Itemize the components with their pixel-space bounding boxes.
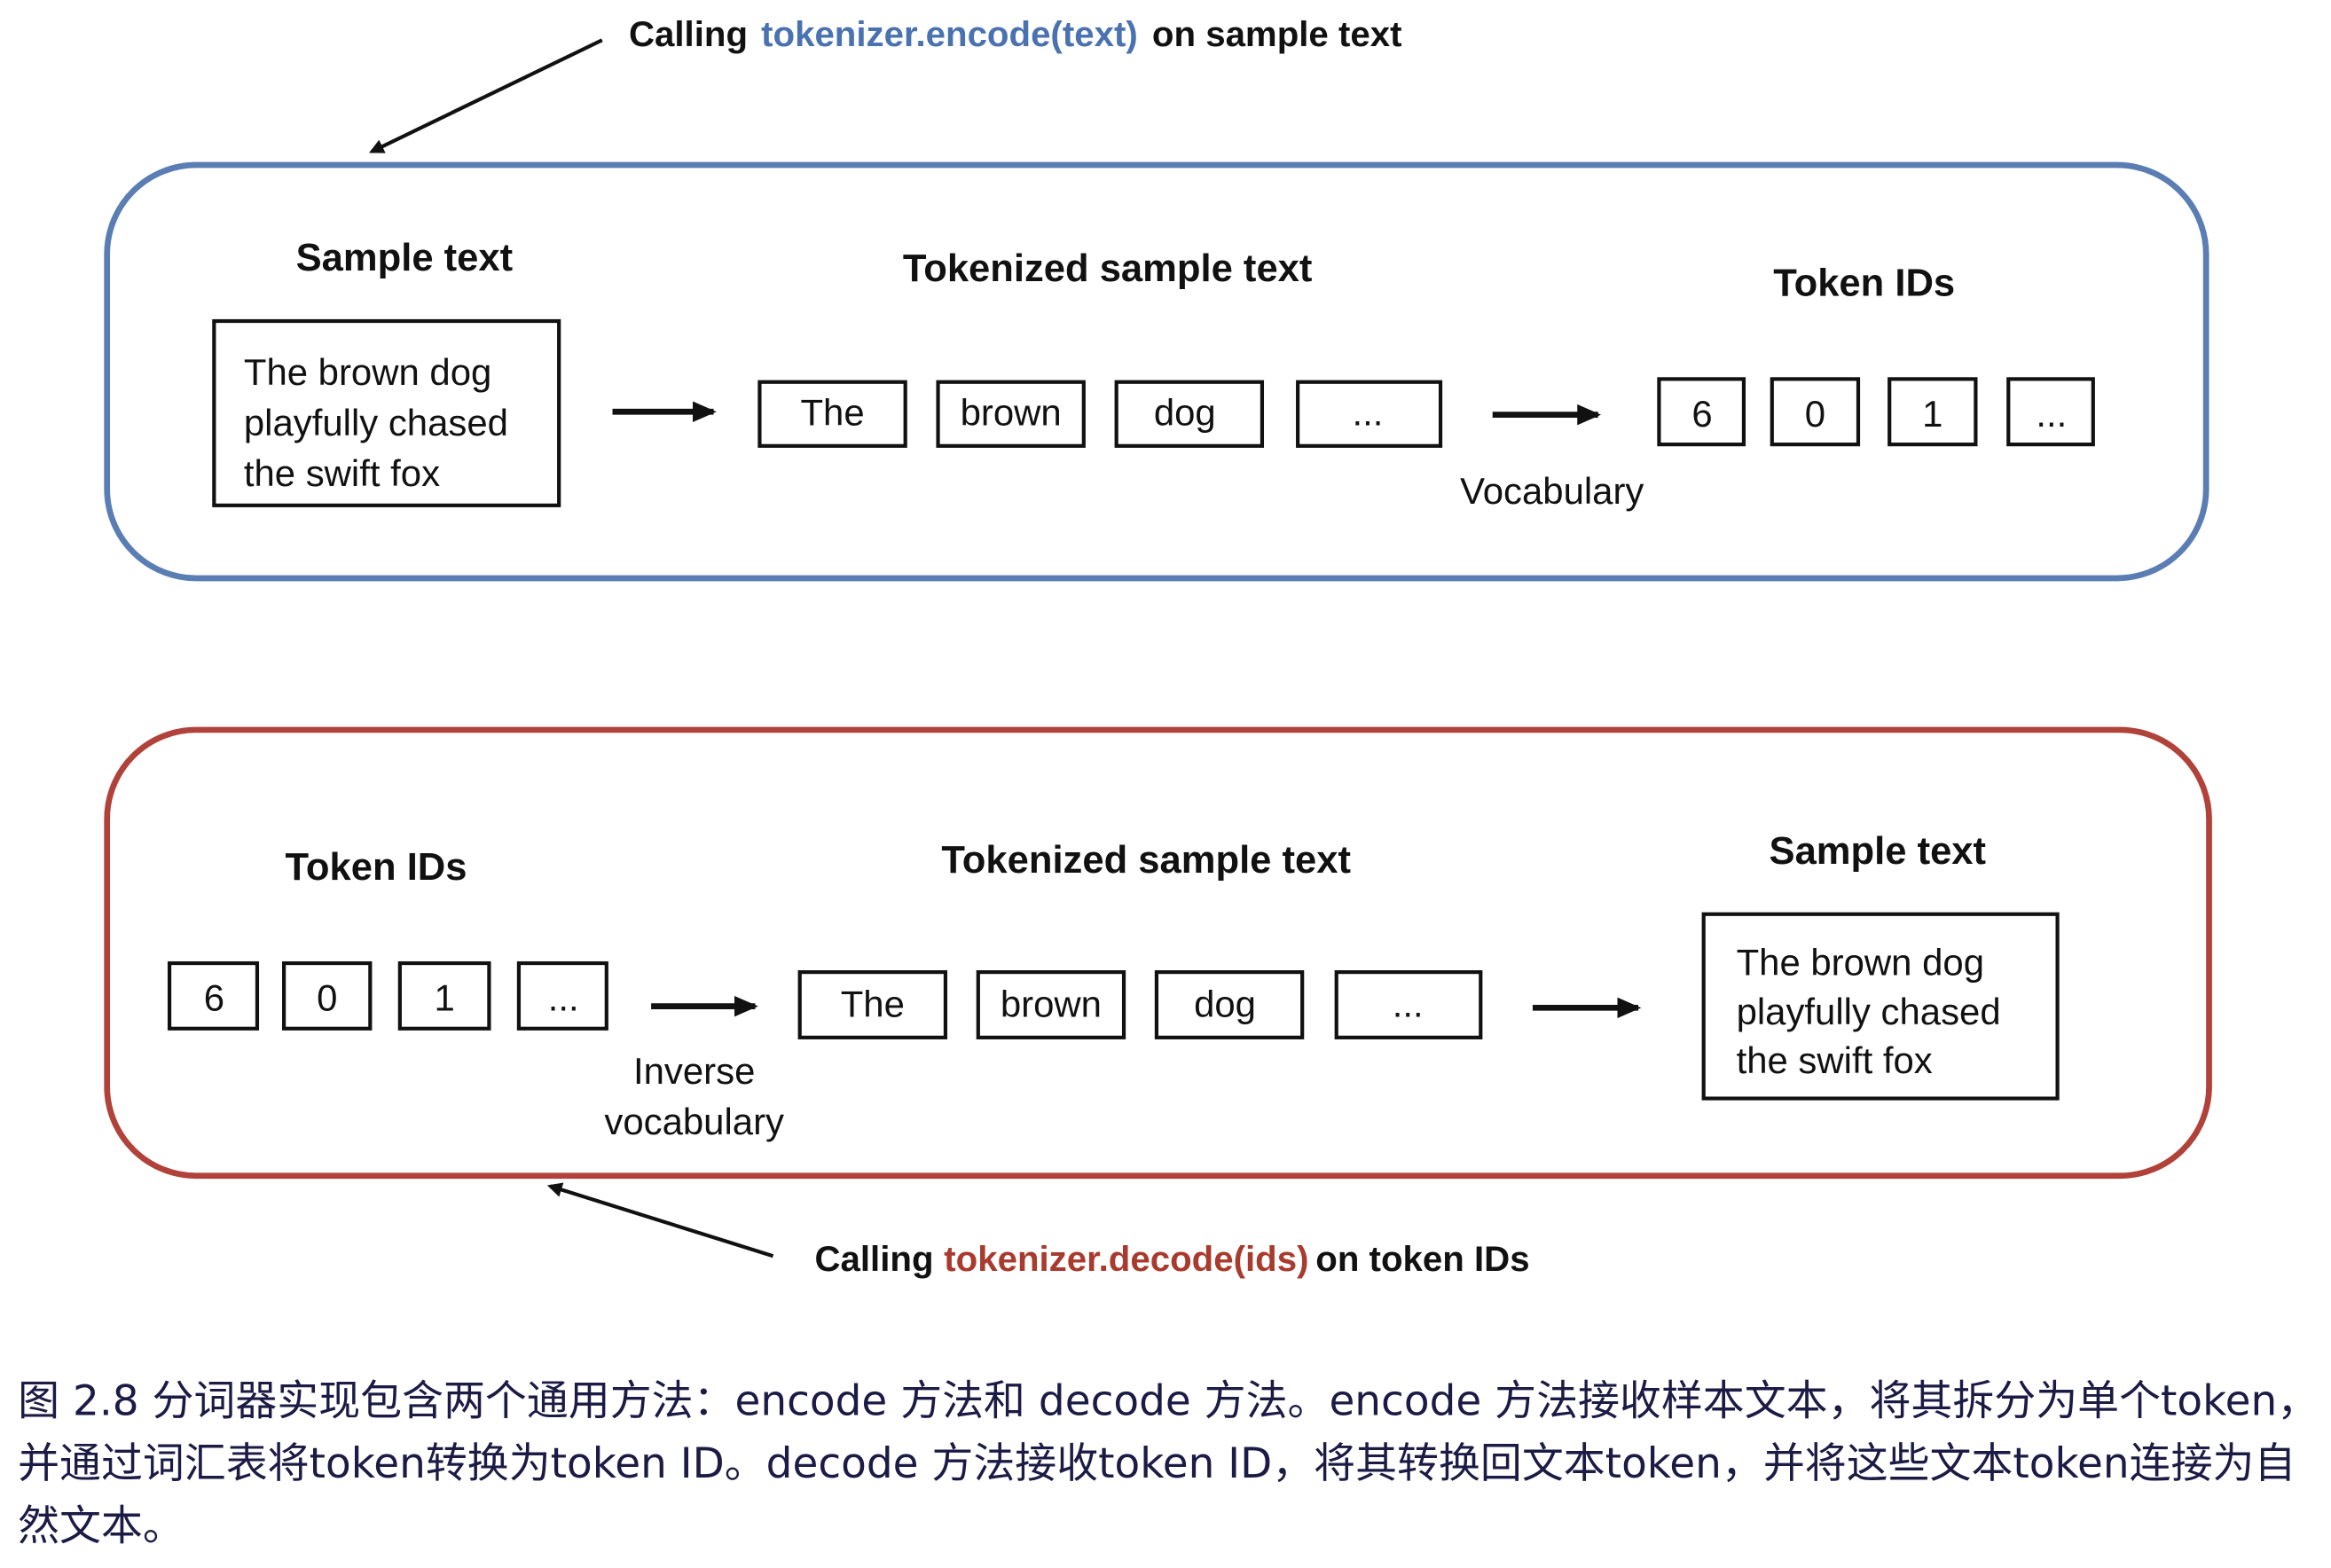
token-text: dog: [1154, 391, 1216, 433]
token-box: [797, 970, 948, 1039]
decode-section: Token IDs 6 0 1 ... Inverse vocabulary T…: [104, 726, 2212, 1279]
id-text: 1: [434, 977, 454, 1019]
token-box: [1296, 380, 1443, 448]
token-text: brown: [1001, 983, 1102, 1024]
id-text: 0: [1805, 393, 1825, 435]
id-box: [1657, 377, 1746, 447]
decode-sample-box: [1701, 912, 2060, 1101]
token-box: [1154, 970, 1305, 1039]
encode-ids: 6 0 1 ...: [1657, 377, 2095, 447]
decode-arrow-label: Inverse: [633, 1050, 755, 1092]
id-box: [1770, 377, 1861, 447]
token-text: The: [800, 391, 864, 433]
decode-ids: 6 0 1 ...: [167, 960, 608, 1031]
decode-ids-label: Token IDs: [286, 846, 467, 889]
decode-call-suffix: on token IDs: [1315, 1239, 1529, 1279]
token-text: ...: [1352, 391, 1383, 433]
encode-container: [104, 161, 2209, 582]
token-text: dog: [1194, 983, 1256, 1024]
tokenizer-diagram: Calling tokenizer.encode(text) on sample…: [104, 14, 2212, 1279]
token-text: brown: [961, 391, 1062, 433]
id-box: [1888, 377, 1978, 447]
token-box: [936, 380, 1086, 448]
id-box: [282, 960, 373, 1031]
encode-tokens: The brown dog ...: [757, 380, 1443, 448]
encode-sample-line: the swift fox: [244, 452, 440, 494]
decode-pointer-arrow: [546, 1182, 774, 1258]
encode-sample-box: [212, 318, 561, 507]
decode-sample-label: Sample text: [1770, 830, 1987, 873]
figure-caption: 图 2.8 分词器实现包含两个通用方法：encode 方法和 decode 方法…: [18, 1376, 2319, 1551]
id-text: ...: [2036, 393, 2067, 435]
id-text: 0: [317, 977, 337, 1019]
token-box: [1334, 970, 1483, 1039]
encode-sample-line: playfully chased: [244, 402, 508, 443]
encode-arrow-label: Vocabulary: [1460, 470, 1644, 512]
decode-call-prefix: Calling: [814, 1239, 933, 1279]
token-text: ...: [1393, 983, 1424, 1024]
token-box: [976, 970, 1126, 1039]
token-box: [1114, 380, 1265, 448]
encode-ids-label: Token IDs: [1773, 263, 1955, 305]
decode-arrow-label: vocabulary: [604, 1101, 784, 1142]
decode-sample-line: the swift fox: [1737, 1039, 1933, 1081]
encode-sample-line: The brown dog: [244, 351, 491, 393]
id-text: ...: [548, 977, 579, 1019]
encode-sample-label: Sample text: [296, 237, 514, 279]
id-box: [397, 960, 491, 1031]
decode-sample-line: The brown dog: [1737, 941, 1984, 983]
decode-sample-line: playfully chased: [1737, 991, 2001, 1032]
id-box: [167, 960, 260, 1031]
encode-call-suffix: on sample text: [1152, 14, 1402, 54]
decode-call-code: tokenizer.decode(ids): [944, 1239, 1308, 1279]
encode-pointer-arrow: [368, 38, 603, 153]
id-text: 1: [1922, 393, 1942, 435]
encode-tokenized-label: Tokenized sample text: [903, 247, 1313, 290]
encode-section: Calling tokenizer.encode(text) on sample…: [104, 14, 2209, 582]
decode-container: [104, 726, 2212, 1180]
id-text: 6: [1691, 393, 1712, 435]
encode-call-code: tokenizer.encode(text): [761, 14, 1138, 54]
decode-tokenized-label: Tokenized sample text: [941, 839, 1351, 882]
encode-call-prefix: Calling: [629, 14, 748, 54]
token-box: [757, 380, 907, 448]
token-text: The: [841, 983, 905, 1024]
id-box: [516, 960, 608, 1031]
id-text: 6: [204, 977, 224, 1019]
decode-tokens: The brown dog ...: [797, 970, 1483, 1039]
id-box: [2006, 377, 2095, 447]
